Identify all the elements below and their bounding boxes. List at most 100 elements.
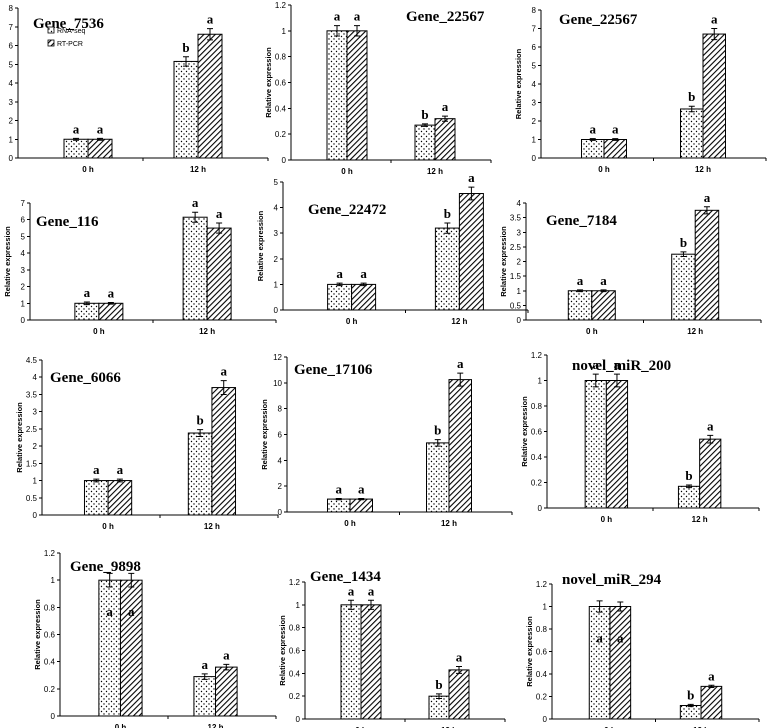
y-tick-label: 0.5: [510, 301, 522, 310]
bar-rt-pcr-0h: [107, 480, 133, 516]
y-tick-label: 2: [9, 117, 14, 126]
significance-label: a: [128, 604, 135, 619]
bar-rna-seq-0h: [83, 480, 109, 516]
x-tick-label: 12 h: [687, 327, 703, 336]
bar-rt-pcr-12h: [448, 669, 470, 720]
y-tick-label: 1: [543, 603, 548, 612]
y-tick-label: 2.5: [26, 425, 38, 434]
y-tick-label: 6: [532, 43, 537, 52]
y-tick-label: 3: [33, 408, 38, 417]
significance-label: b: [434, 423, 441, 438]
y-tick-label: 5: [9, 60, 14, 69]
y-tick-label: 2: [517, 258, 522, 267]
legend: RNA-seq RT-PCR: [47, 26, 86, 48]
y-axis-label: Relative expression: [525, 616, 534, 687]
error-bar: [93, 478, 100, 483]
significance-label: b: [435, 677, 442, 692]
significance-label: a: [97, 121, 104, 136]
bar-rt-pcr-12h: [206, 227, 232, 321]
significance-label: a: [442, 99, 449, 114]
error-bar: [201, 673, 208, 680]
bar-rna-seq-0h: [63, 138, 89, 159]
y-tick-label: 7: [9, 23, 14, 32]
y-tick-label: 2: [274, 255, 279, 264]
y-tick-label: 3: [517, 228, 522, 237]
significance-label: b: [444, 206, 451, 221]
significance-label: b: [685, 468, 692, 483]
significance-label: a: [223, 647, 230, 662]
bar-rt-pcr-0h: [119, 579, 143, 717]
chart-title: novel_miR_294: [562, 572, 662, 588]
y-tick-label: 4: [517, 199, 522, 208]
error-bar: [444, 222, 451, 234]
y-tick-label: 0.2: [531, 479, 543, 488]
y-axis-label: Relative expression: [3, 226, 12, 297]
chart-11: 0 0.2 0.4 0.6 0.8 1 1.2 Relative expression Gene…: [278, 569, 506, 728]
error-bar: [687, 703, 694, 708]
error-bar: [612, 138, 619, 141]
y-axis-label: Relative expression: [499, 226, 508, 297]
y-tick-label: 1: [9, 135, 14, 144]
error-bar: [73, 137, 79, 141]
y-tick-label: 2.5: [510, 243, 522, 252]
y-tick-label: 0.2: [44, 685, 56, 694]
y-tick-label: 1: [296, 601, 301, 610]
y-tick-label: 1.5: [26, 459, 38, 468]
error-bar: [358, 497, 365, 501]
significance-label: a: [348, 583, 355, 598]
error-bar: [83, 301, 90, 306]
significance-label: a: [711, 12, 718, 27]
significance-label: a: [106, 604, 113, 619]
chart-title: Gene_1434: [310, 569, 381, 585]
bar-rt-pcr-12h: [211, 387, 237, 516]
y-tick-label: 1: [532, 136, 537, 145]
error-bar: [360, 282, 367, 287]
y-tick-label: 0.4: [531, 453, 543, 462]
bar-rna-seq-12h: [428, 695, 450, 720]
x-tick-label: 12 h: [190, 165, 206, 174]
y-tick-label: 1: [282, 27, 287, 36]
bar-rt-pcr-0h: [591, 290, 616, 321]
y-axis-label: Relative expression: [264, 47, 273, 118]
error-bar: [348, 599, 354, 610]
significance-label: b: [687, 687, 694, 702]
significance-label: a: [596, 631, 603, 646]
y-tick-label: 6: [278, 431, 283, 440]
significance-label: a: [593, 357, 600, 372]
chart-6: 0 0.5 1 1.5 2 2.5 3 3.5 4 Relative expression Gene…: [499, 190, 762, 336]
x-tick-label: 0 h: [601, 515, 613, 524]
bar-rna-seq-0h: [326, 30, 348, 161]
bar-rna-seq-12h: [679, 705, 702, 720]
y-tick-label: 0: [278, 508, 283, 517]
bar-rna-seq-12h: [680, 108, 704, 159]
y-tick-label: 0.4: [275, 104, 287, 113]
y-tick-label: 0: [33, 511, 38, 520]
y-tick-label: 0.4: [44, 658, 56, 667]
y-tick-label: 2: [21, 283, 26, 292]
y-tick-label: 0.6: [531, 428, 543, 437]
error-bar: [107, 301, 114, 305]
y-tick-label: 3.5: [26, 390, 38, 399]
error-bar: [456, 665, 462, 674]
y-tick-label: 3: [21, 266, 26, 275]
chart-title: Gene_7536: [33, 16, 104, 32]
bar-rt-pcr-12h: [434, 118, 456, 161]
bar-rt-pcr-12h: [448, 379, 472, 513]
chart-10: 0 0.2 0.4 0.6 0.8 1 1.2 Relative expression Gene…: [33, 549, 277, 728]
chart-7: 0 0.5 1 1.5 2 2.5 3 3.5 4 4.5 Relative expression G…: [15, 356, 279, 531]
y-tick-label: 7: [21, 199, 26, 208]
y-tick-label: 1: [33, 477, 38, 486]
significance-label: a: [354, 9, 361, 24]
bar-rna-seq-12h: [426, 442, 450, 513]
significance-label: a: [336, 266, 343, 281]
y-tick-label: 0: [532, 154, 537, 163]
bar-rna-seq-0h: [327, 498, 351, 513]
y-tick-label: 0: [282, 156, 287, 165]
y-tick-label: 4: [33, 373, 38, 382]
y-tick-label: 1.2: [44, 549, 56, 558]
error-bar: [617, 601, 624, 612]
